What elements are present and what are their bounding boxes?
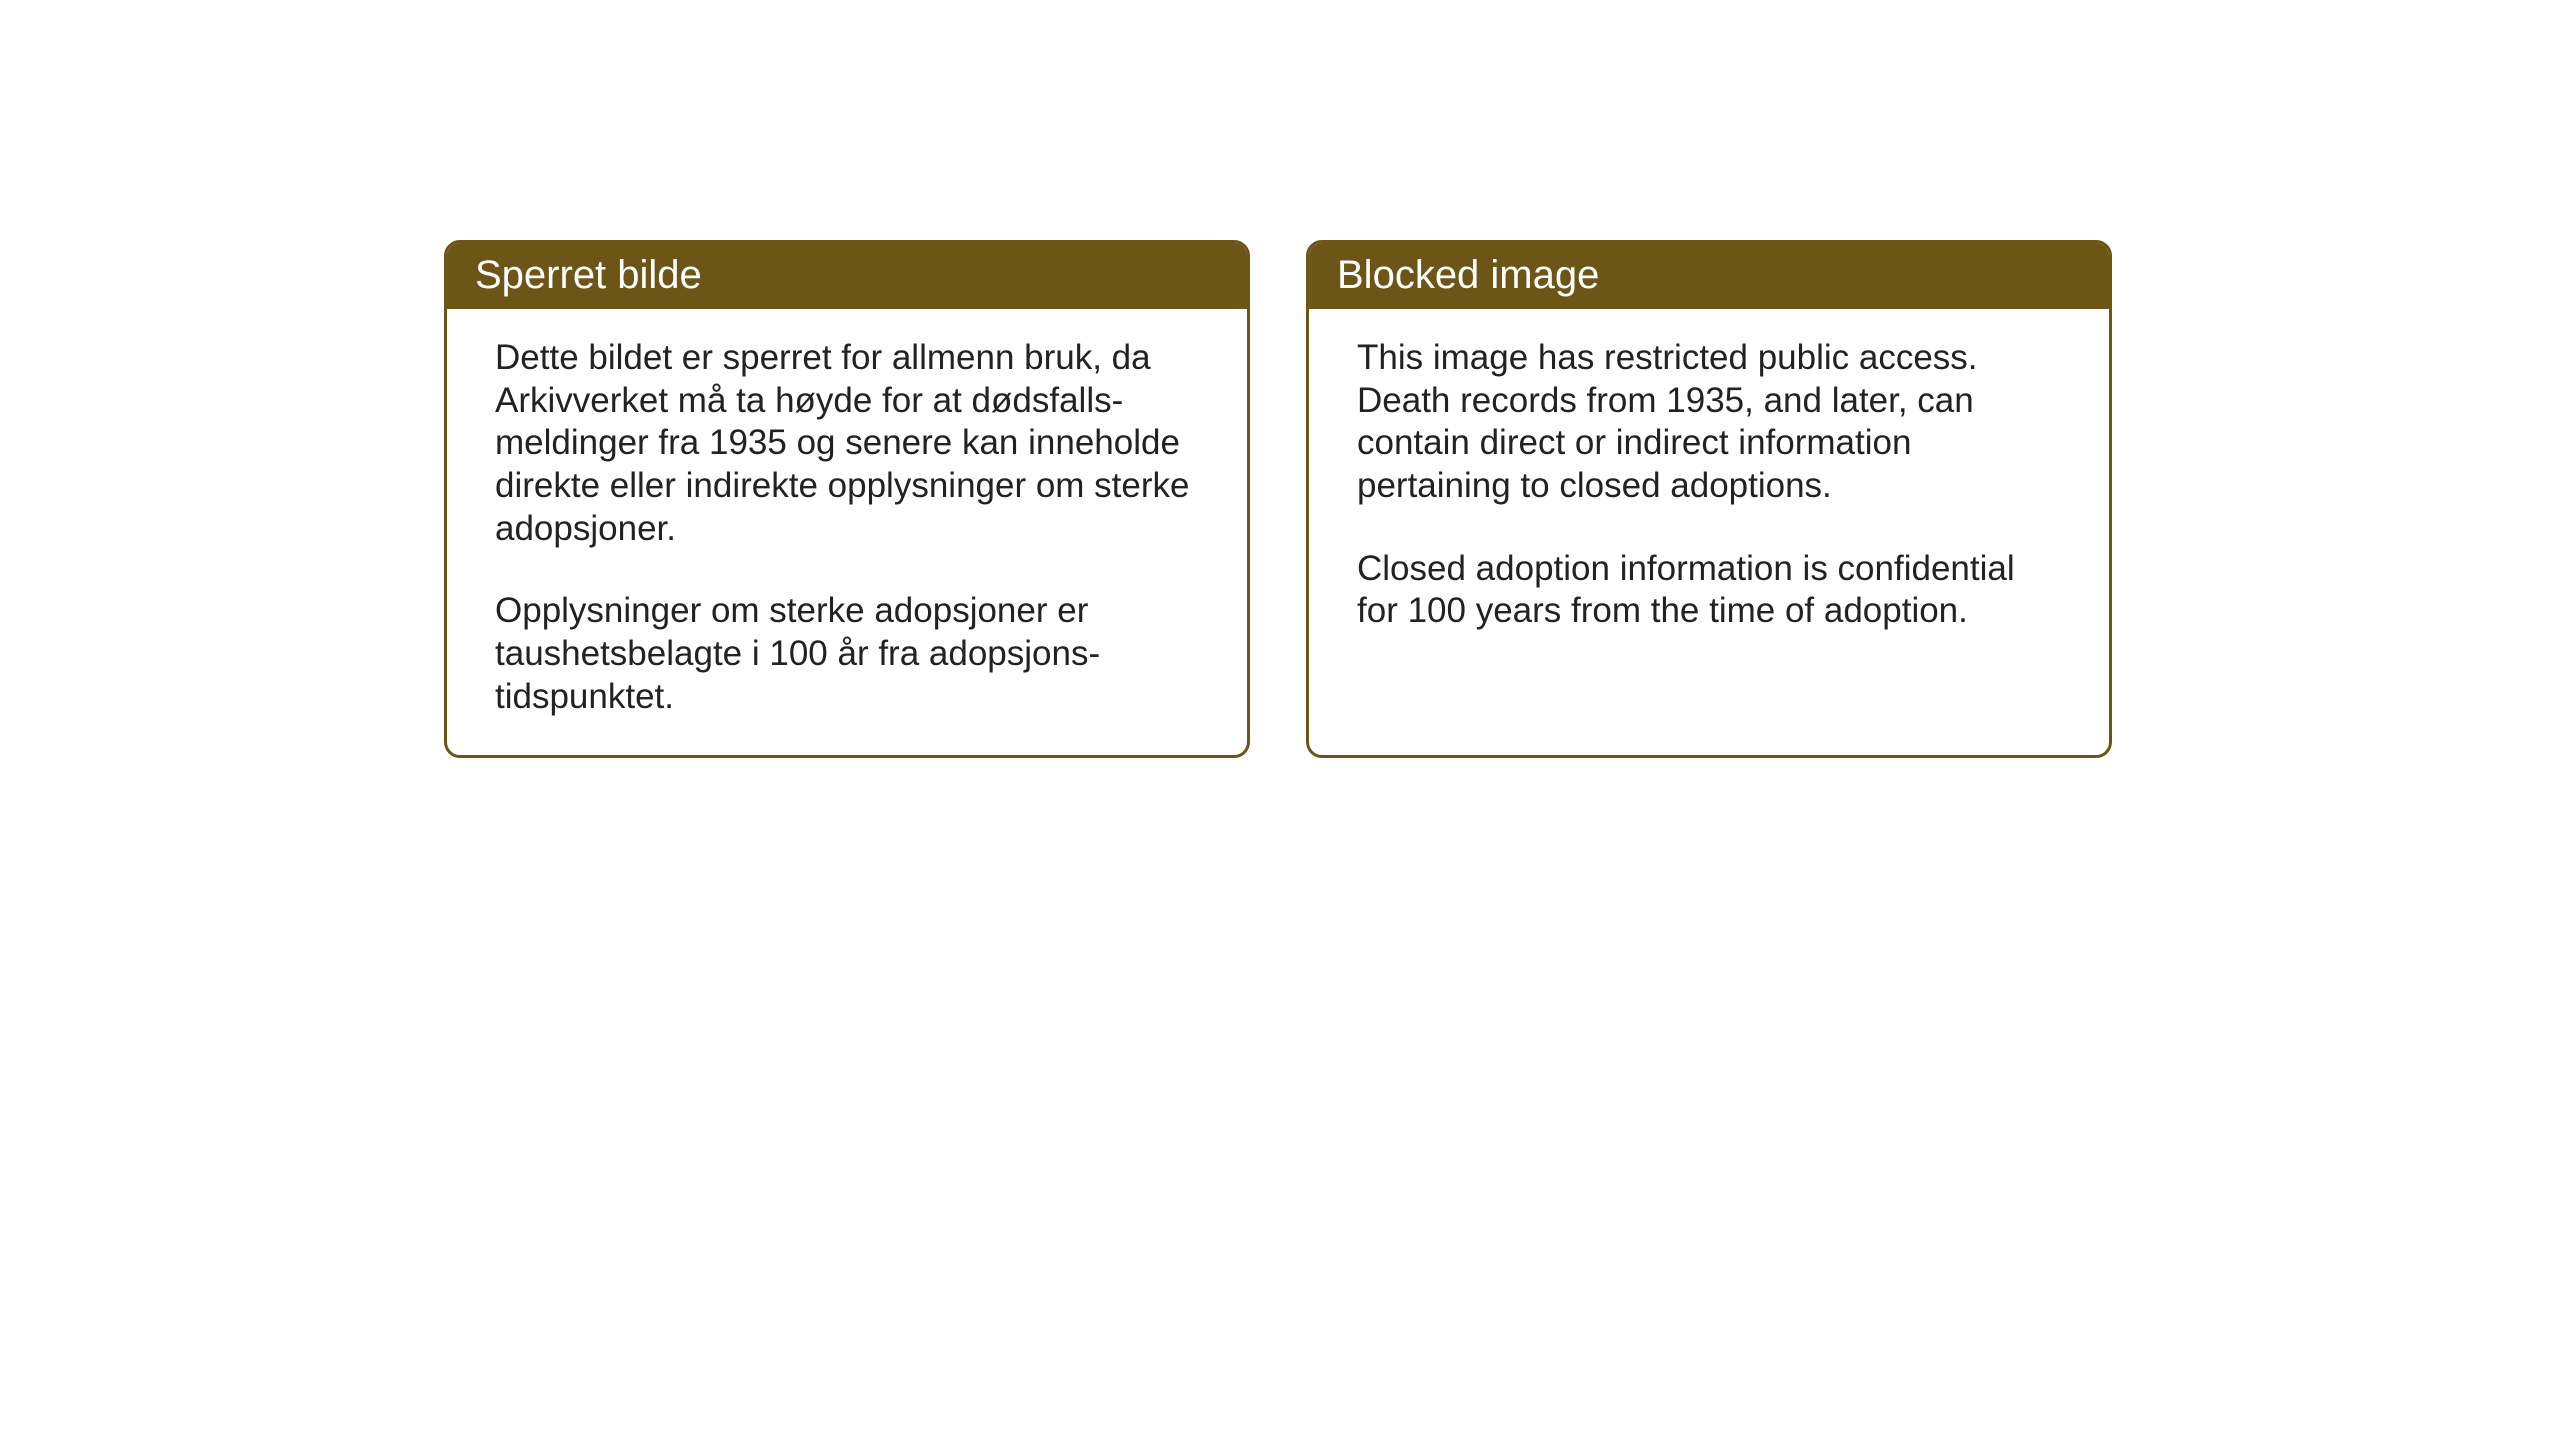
notice-header-english: Blocked image (1309, 243, 2109, 309)
notice-paragraph-2-norwegian: Opplysninger om sterke adopsjoner er tau… (495, 590, 1199, 718)
notice-box-english: Blocked image This image has restricted … (1306, 240, 2112, 758)
notice-body-english: This image has restricted public access.… (1309, 309, 2109, 669)
notice-container: Sperret bilde Dette bildet er sperret fo… (444, 240, 2112, 758)
notice-paragraph-1-english: This image has restricted public access.… (1357, 337, 2061, 508)
notice-box-norwegian: Sperret bilde Dette bildet er sperret fo… (444, 240, 1250, 758)
notice-header-norwegian: Sperret bilde (447, 243, 1247, 309)
notice-paragraph-1-norwegian: Dette bildet er sperret for allmenn bruk… (495, 337, 1199, 550)
notice-paragraph-2-english: Closed adoption information is confident… (1357, 548, 2061, 633)
notice-body-norwegian: Dette bildet er sperret for allmenn bruk… (447, 309, 1247, 755)
